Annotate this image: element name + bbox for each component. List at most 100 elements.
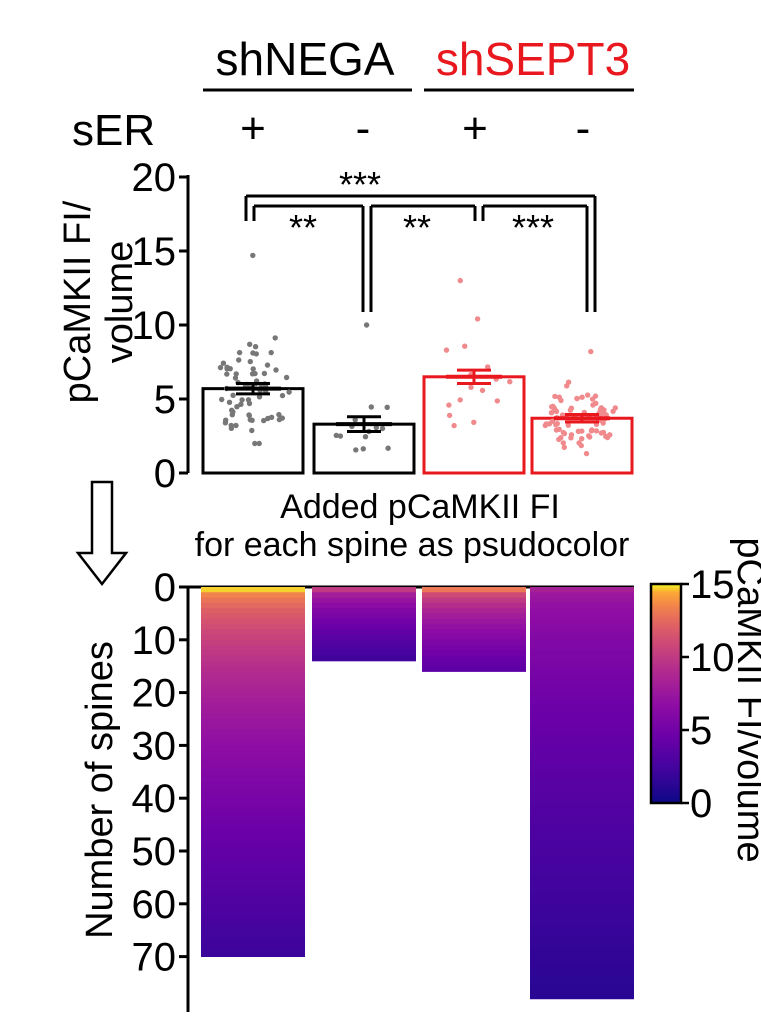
heatmap-cell <box>201 692 305 699</box>
bar-y-axis-label: pCaMKII FI/volume <box>57 200 141 403</box>
data-point <box>600 420 606 426</box>
heatmap-cell <box>201 935 305 942</box>
data-point <box>471 419 477 425</box>
heatmap-cell <box>201 872 305 878</box>
data-point <box>252 344 259 350</box>
heatmap-cell <box>530 967 634 973</box>
heatmap-cell <box>530 587 634 593</box>
heatmap-cell <box>530 771 634 778</box>
heatmap-cell <box>312 634 416 641</box>
data-point <box>286 389 292 395</box>
heatmap-cell <box>201 766 305 773</box>
heatmap-chart: 0 10 20 30 40 50 60 70 Number of spines <box>79 566 634 1012</box>
heatmap-cell <box>201 924 305 931</box>
heatmap-cell <box>530 798 634 804</box>
data-point <box>233 371 239 377</box>
data-point <box>548 410 555 416</box>
sig-label: *** <box>339 164 381 205</box>
sig-label: *** <box>512 207 554 248</box>
heatmap-cell <box>201 840 305 847</box>
heatmap-y-tick-label: 0 <box>154 566 176 610</box>
heatmap-cell <box>530 708 634 715</box>
heatmap-cell <box>530 639 634 646</box>
heatmap-cell <box>201 713 305 720</box>
condition-value-4: - <box>576 104 591 153</box>
data-point <box>247 417 253 423</box>
heatmap-cell <box>530 729 634 736</box>
data-point <box>224 371 230 377</box>
data-point <box>560 440 566 446</box>
heatmap-cell <box>201 608 305 614</box>
heatmap-cell <box>201 750 305 757</box>
data-point <box>272 335 278 341</box>
heatmap-cell <box>201 777 305 783</box>
data-point <box>360 446 366 452</box>
data-point <box>565 422 571 428</box>
heatmap-cell <box>201 851 305 857</box>
heatmap-cell <box>530 988 634 994</box>
data-point <box>485 364 491 370</box>
heatmap-cell <box>530 803 634 810</box>
heatmap-cell <box>201 734 305 741</box>
heatmap-cell <box>530 983 634 989</box>
data-point <box>587 434 593 440</box>
heatmap-cell <box>530 613 634 620</box>
heatmap-cell <box>201 829 305 836</box>
heatmap-cell <box>530 734 634 741</box>
heatmap-cell <box>530 782 634 789</box>
heatmap-cell <box>312 587 416 593</box>
heatmap-cell <box>530 740 634 746</box>
heatmap-cell <box>530 946 634 952</box>
heatmap-cell <box>530 819 634 825</box>
heatmap-cell <box>530 893 634 899</box>
colorbar-tick-label: 5 <box>690 709 712 753</box>
heatmap-cell <box>312 597 416 604</box>
data-point <box>256 394 263 400</box>
heatmap-cell <box>422 660 526 667</box>
heatmap-cell <box>530 650 634 657</box>
heatmap-cell <box>530 835 634 841</box>
heatmap-cell <box>201 740 305 746</box>
heatmap-cell <box>530 660 634 667</box>
bar-y-tick-label: 0 <box>154 452 176 496</box>
heatmap-cell <box>530 623 634 630</box>
heatmap-y-tick-label: 30 <box>132 724 177 768</box>
heatmap-cell <box>312 639 416 646</box>
heatmap-cell <box>422 645 526 651</box>
data-point <box>600 429 607 436</box>
data-point <box>252 370 258 377</box>
heatmap-cell <box>530 787 634 794</box>
heatmap-cell <box>201 877 305 884</box>
annotation-line-2: for each spine as psudocolor <box>195 526 630 564</box>
heatmap-cell <box>201 687 305 693</box>
heatmap-cell <box>530 618 634 625</box>
heatmap-cell <box>530 692 634 699</box>
heatmap-cell <box>201 771 305 778</box>
annotation-line-1: Added pCaMKII FI <box>280 488 560 526</box>
heatmap-cell <box>201 951 305 957</box>
data-point <box>568 405 575 411</box>
heatmap-cell <box>201 602 305 609</box>
heatmap-cell <box>201 682 305 688</box>
heatmap-cell <box>201 919 305 926</box>
data-point <box>578 442 584 449</box>
heatmap-cell <box>201 761 305 767</box>
colorbar-tick-label: 15 <box>690 563 735 607</box>
heatmap-cell <box>530 766 634 773</box>
data-point <box>446 412 453 419</box>
heatmap-cell <box>312 613 416 620</box>
heatmap-cell <box>530 824 634 831</box>
heatmap-cell <box>201 887 305 894</box>
data-point <box>249 427 255 434</box>
heatmap-cell <box>201 866 305 873</box>
data-point <box>230 392 236 398</box>
sig-label: ** <box>289 207 317 248</box>
heatmap-cell <box>422 634 526 641</box>
heatmap-cell <box>201 898 305 905</box>
condition-value-1: + <box>240 104 266 153</box>
heatmap-cell <box>201 676 305 683</box>
heatmap-cell <box>530 682 634 688</box>
heatmap-cell <box>312 650 416 657</box>
heatmap-cell <box>530 940 634 947</box>
data-point <box>252 440 258 447</box>
